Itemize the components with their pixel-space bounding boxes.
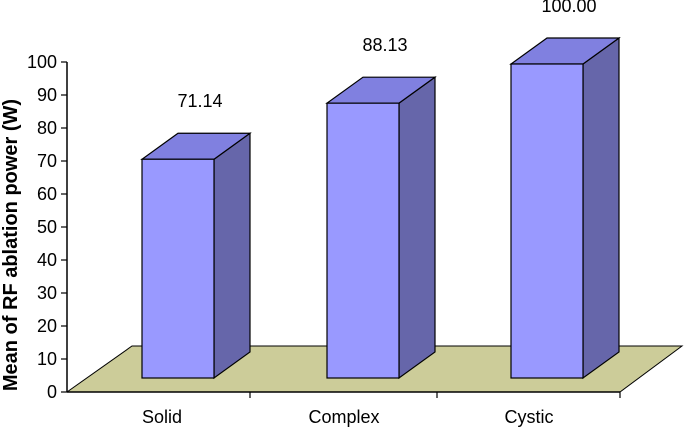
y-tick-label: 80: [37, 118, 57, 138]
category-label: Complex: [308, 407, 379, 427]
category-label: Solid: [142, 407, 182, 427]
category-label: Cystic: [505, 407, 554, 427]
y-axis-label: Mean of RF ablation power (W): [0, 99, 22, 391]
y-tick-label: 90: [37, 85, 57, 105]
data-label: 100.00: [541, 0, 596, 16]
y-tick-label: 60: [37, 184, 57, 204]
bar-front-face: [510, 63, 584, 379]
labels: 71.14 Solid 88.13 Complex 100.00 Cystic: [142, 0, 597, 427]
y-tick-label: 30: [37, 283, 57, 303]
bar-side-face: [582, 36, 620, 380]
bar-complex: [325, 75, 437, 380]
bar-front-face: [326, 102, 400, 379]
bar-side-face: [398, 75, 436, 380]
data-label: 88.13: [362, 35, 407, 55]
y-tick-label: 20: [37, 316, 57, 336]
bar-solid: [140, 132, 252, 380]
bars: [140, 36, 621, 380]
y-tick-label: 70: [37, 151, 57, 171]
data-label: 71.14: [177, 91, 222, 111]
y-tick-label: 40: [37, 250, 57, 270]
bar-cystic: [509, 36, 621, 380]
y-tick-label: 100: [27, 52, 57, 72]
bar-side-face: [213, 132, 251, 380]
y-axis: 0 10 20 30 40 50 60 70 80 90 100: [27, 52, 621, 402]
y-tick-label: 0: [47, 382, 57, 402]
y-tick-label: 10: [37, 349, 57, 369]
y-tick-label: 50: [37, 217, 57, 237]
bar-front-face: [141, 158, 215, 379]
